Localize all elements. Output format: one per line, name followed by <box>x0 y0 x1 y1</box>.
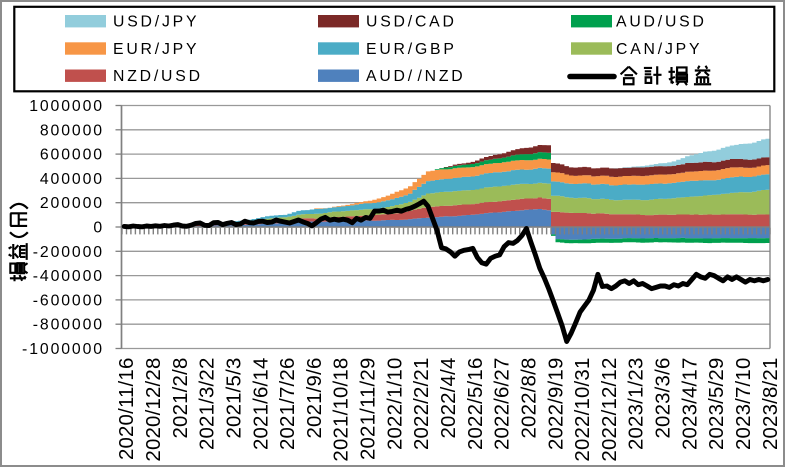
svg-text:-600000: -600000 <box>33 292 104 309</box>
svg-text:2021/11/29: 2021/11/29 <box>358 358 380 461</box>
svg-text:2021/5/3: 2021/5/3 <box>224 358 246 439</box>
svg-text:AUD/USD: AUD/USD <box>616 14 707 31</box>
svg-text:2021/2/8: 2021/2/8 <box>170 358 192 439</box>
svg-text:EUR/GBP: EUR/GBP <box>366 41 457 58</box>
svg-text:2021/3/22: 2021/3/22 <box>197 358 219 451</box>
svg-text:-800000: -800000 <box>33 317 104 334</box>
svg-text:2020/12/28: 2020/12/28 <box>143 358 165 462</box>
svg-text:0: 0 <box>93 220 104 237</box>
svg-text:2022/8/8: 2022/8/8 <box>518 358 540 439</box>
svg-text:2021/6/14: 2021/6/14 <box>250 358 272 451</box>
svg-text:800000: 800000 <box>40 122 104 139</box>
svg-text:AUD//NZD: AUD//NZD <box>366 68 466 85</box>
svg-text:2021/9/6: 2021/9/6 <box>304 358 326 439</box>
svg-text:-1000000: -1000000 <box>22 341 104 358</box>
svg-text:2021/7/26: 2021/7/26 <box>277 358 299 451</box>
svg-text:2022/1/10: 2022/1/10 <box>384 358 406 451</box>
svg-text:2023/7/10: 2023/7/10 <box>733 358 755 451</box>
svg-text:1000000: 1000000 <box>29 98 104 115</box>
svg-text:2022/9/19: 2022/9/19 <box>545 358 567 451</box>
svg-text:2022/5/16: 2022/5/16 <box>465 358 487 451</box>
svg-text:2022/12/12: 2022/12/12 <box>599 358 621 462</box>
svg-text:2022/6/27: 2022/6/27 <box>492 357 514 450</box>
svg-text:2023/4/17: 2023/4/17 <box>679 358 701 451</box>
svg-text:2023/8/21: 2023/8/21 <box>760 358 782 451</box>
svg-text:2021/10/18: 2021/10/18 <box>331 358 353 462</box>
svg-text:2022/2/21: 2022/2/21 <box>411 358 433 451</box>
svg-text:2023/1/23: 2023/1/23 <box>626 358 648 451</box>
svg-text:CAN/JPY: CAN/JPY <box>616 41 702 58</box>
svg-text:USD/CAD: USD/CAD <box>366 14 457 31</box>
svg-text:200000: 200000 <box>40 195 104 212</box>
svg-text:600000: 600000 <box>40 147 104 164</box>
svg-text:NZD/USD: NZD/USD <box>113 68 203 85</box>
svg-text:USD/JPY: USD/JPY <box>113 14 199 31</box>
svg-text:400000: 400000 <box>40 171 104 188</box>
svg-text:2023/3/6: 2023/3/6 <box>653 358 675 439</box>
svg-text:-400000: -400000 <box>33 268 104 285</box>
svg-text:2023/5/29: 2023/5/29 <box>706 358 728 451</box>
svg-text:2022/4/4: 2022/4/4 <box>438 358 460 439</box>
svg-text:EUR/JPY: EUR/JPY <box>113 41 199 58</box>
svg-text:2022/10/31: 2022/10/31 <box>572 358 594 462</box>
svg-text:2020/11/16: 2020/11/16 <box>116 358 138 461</box>
svg-text:-200000: -200000 <box>33 244 104 261</box>
